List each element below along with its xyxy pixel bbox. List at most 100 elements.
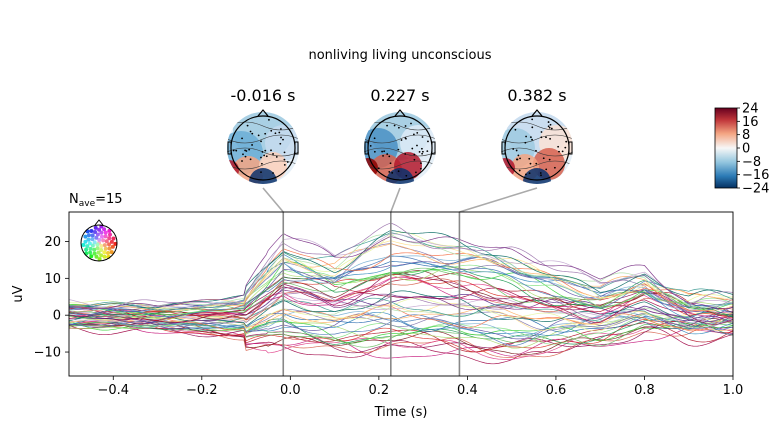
sensor-legend-dot bbox=[107, 246, 112, 251]
sensor-legend-dot bbox=[92, 247, 97, 252]
sensor-dot bbox=[528, 172, 531, 175]
x-tick-label: 0.8 bbox=[634, 383, 655, 398]
y-axis-label: uV bbox=[11, 285, 26, 302]
sensor-dot bbox=[553, 166, 556, 169]
sensor-dot bbox=[388, 155, 391, 158]
sensor-dot bbox=[400, 139, 403, 141]
sensor-dot bbox=[561, 150, 564, 153]
topomap-field-patch bbox=[249, 168, 277, 184]
sensor-dot bbox=[274, 132, 277, 135]
y-tick-label: −10 bbox=[34, 346, 61, 361]
sensor-legend-dot bbox=[101, 238, 106, 243]
colorbar-tick-label: 0 bbox=[742, 142, 750, 157]
colorbar-tick-label: 16 bbox=[742, 115, 759, 130]
sensor-dot bbox=[515, 149, 518, 152]
sensor-dot bbox=[540, 174, 542, 177]
channel-trace bbox=[69, 243, 733, 312]
sensor-legend-dot bbox=[97, 257, 102, 262]
sensor-dot bbox=[411, 147, 414, 150]
topomap-contour bbox=[501, 147, 573, 157]
channel-trace bbox=[69, 267, 733, 320]
y-tick-label: 10 bbox=[44, 272, 61, 287]
topomap-3 bbox=[501, 109, 573, 184]
sensor-dot bbox=[535, 149, 537, 152]
sensor-dot bbox=[280, 136, 282, 139]
sensor-dot bbox=[547, 121, 550, 123]
topomap-connector bbox=[459, 187, 538, 213]
sensor-dot bbox=[518, 169, 521, 172]
sensor-legend-dot bbox=[111, 236, 116, 241]
x-tick-label: 0.4 bbox=[457, 383, 478, 398]
channel-trace bbox=[69, 308, 733, 331]
axes-frame bbox=[68, 211, 734, 377]
sensor-legend-dot bbox=[95, 232, 100, 237]
sensor-dot bbox=[386, 153, 389, 155]
channel-trace bbox=[69, 254, 733, 312]
sensor-dot bbox=[558, 150, 560, 153]
sensor-legend-dot bbox=[102, 254, 107, 259]
sensor-legend-dot bbox=[93, 229, 98, 234]
sensor-dot bbox=[282, 138, 284, 141]
colorbar-tick-label: 24 bbox=[742, 102, 759, 117]
x-tick-label: −0.4 bbox=[97, 383, 129, 398]
x-axis-ticks: −0.4 −0.2 0.0 0.2 0.4 0.6 0.8 1.0 bbox=[97, 376, 743, 398]
topomap-field-patch bbox=[400, 125, 436, 161]
sensor-dot bbox=[389, 162, 392, 165]
sensor-dot bbox=[381, 150, 383, 153]
time-markers bbox=[282, 212, 461, 376]
sensor-dot bbox=[264, 149, 267, 152]
sensor-dot bbox=[545, 168, 548, 171]
topomap-2 bbox=[364, 109, 436, 184]
sensor-dot bbox=[241, 160, 243, 162]
sensor-dot bbox=[232, 149, 235, 152]
sensor-legend-dot bbox=[102, 250, 107, 255]
sensor-dot bbox=[514, 128, 517, 131]
topomap-field-patch bbox=[227, 160, 239, 180]
sensor-dot bbox=[426, 150, 429, 153]
sensor-legend-dot bbox=[88, 250, 93, 255]
sensor-dot bbox=[416, 144, 418, 147]
sensor-legend-dot bbox=[92, 251, 97, 256]
sensor-dot bbox=[391, 171, 394, 174]
topomap-1 bbox=[227, 109, 299, 184]
sensor-dot bbox=[268, 118, 270, 121]
sensor-dot bbox=[564, 146, 567, 149]
sensor-dot bbox=[525, 135, 527, 138]
sensor-dot bbox=[260, 171, 262, 174]
sensor-legend-dot bbox=[90, 233, 95, 238]
colorbar-tick-label: −16 bbox=[742, 168, 769, 183]
sensor-dot bbox=[241, 137, 243, 140]
sensor-legend-dot bbox=[93, 225, 98, 230]
figure-title: nonliving living unconscious bbox=[308, 48, 491, 63]
nose-outline bbox=[257, 109, 269, 117]
sensor-legend-dot bbox=[92, 240, 97, 245]
sensor-dot bbox=[246, 124, 249, 127]
sensor-legend-dot bbox=[102, 227, 107, 232]
sensor-legend-dot bbox=[107, 242, 112, 247]
sensor-dot bbox=[264, 132, 267, 135]
nave-label: Nave=15 bbox=[69, 192, 123, 209]
sensor-dot bbox=[418, 151, 421, 153]
sensor-dot bbox=[397, 170, 400, 173]
sensor-dot bbox=[377, 167, 380, 170]
sensor-legend-dot bbox=[85, 244, 90, 249]
x-tick-label: 0.2 bbox=[369, 383, 390, 398]
nose-outline bbox=[531, 109, 543, 117]
sensor-dot bbox=[265, 155, 268, 158]
channel-trace bbox=[69, 319, 733, 353]
sensor-dot bbox=[531, 126, 534, 129]
sensor-dot bbox=[393, 124, 396, 127]
sensor-legend-dot bbox=[102, 243, 107, 248]
sensor-dot bbox=[386, 124, 388, 127]
x-tick-label: 0.6 bbox=[546, 383, 567, 398]
channel-trace bbox=[69, 264, 733, 319]
sensor-dot bbox=[260, 156, 262, 159]
sensor-legend-dot bbox=[99, 248, 104, 253]
sensor-legend-dot bbox=[89, 254, 94, 259]
sensor-dot bbox=[260, 140, 262, 143]
sensor-dot bbox=[251, 144, 253, 146]
sensor-legend-dot bbox=[83, 239, 88, 244]
colorbar-tick-label: −24 bbox=[742, 182, 769, 197]
